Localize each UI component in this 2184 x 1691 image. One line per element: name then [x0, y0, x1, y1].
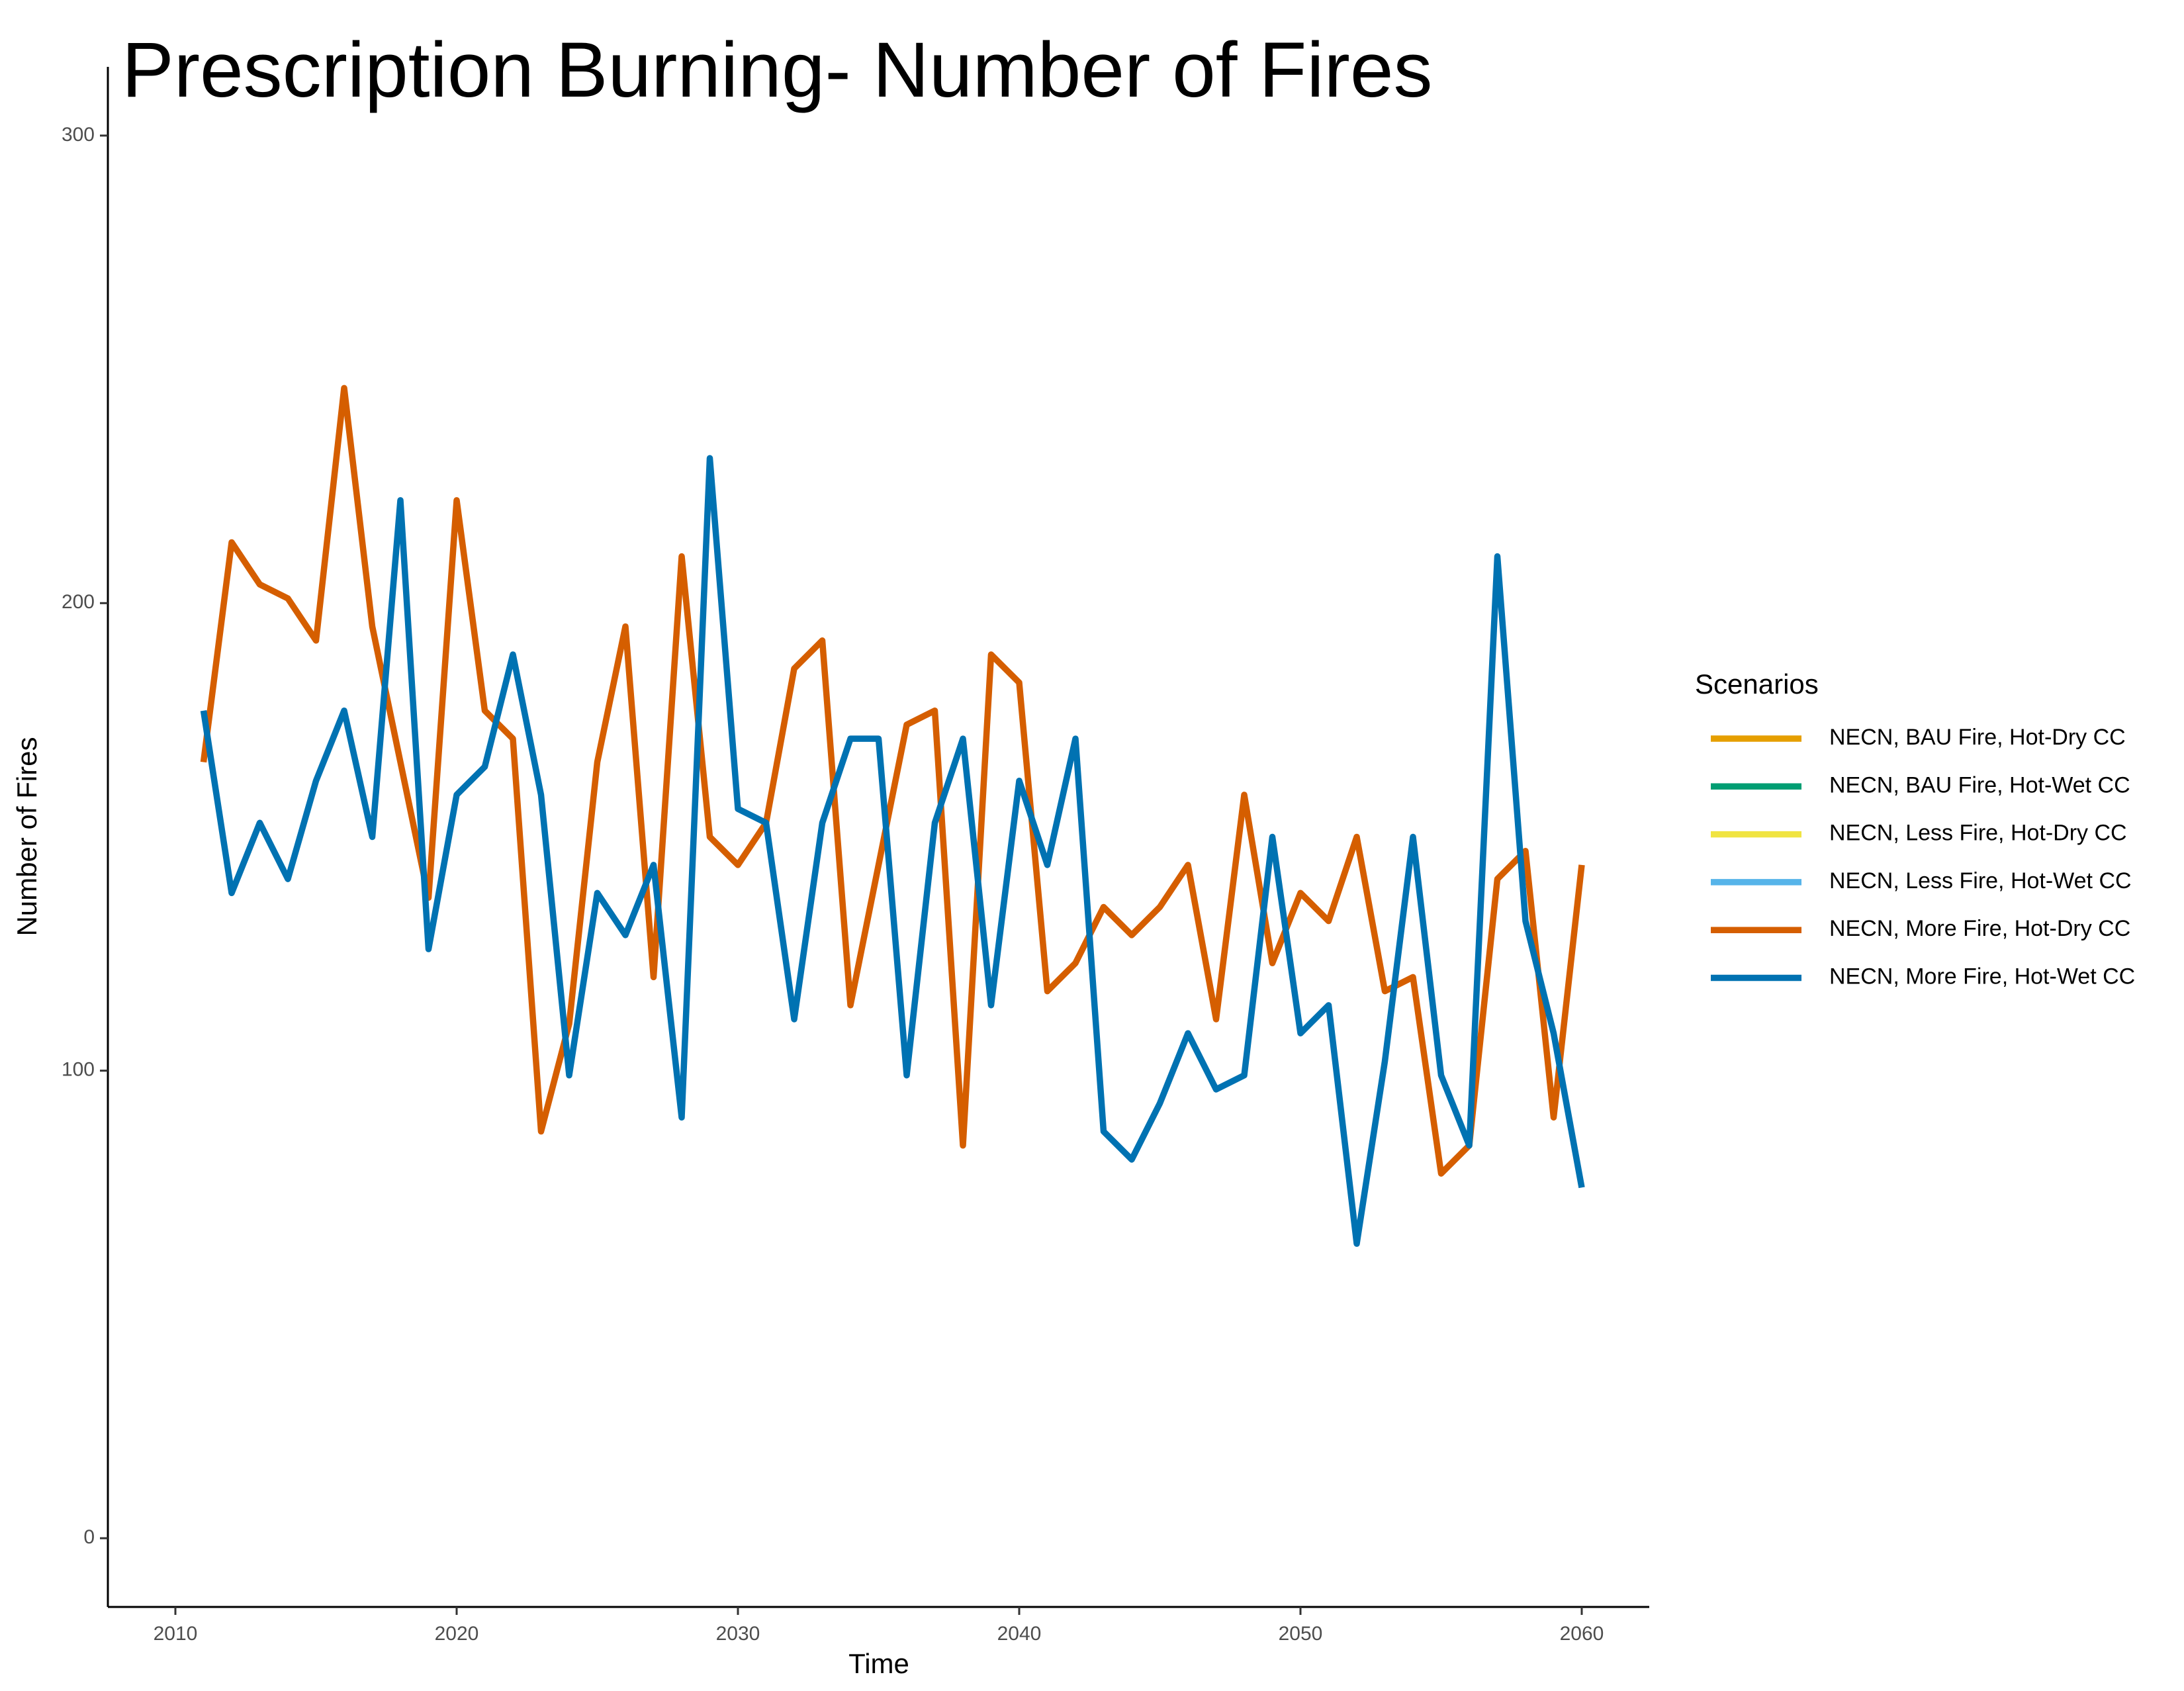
y-tick-label: 200	[62, 591, 95, 613]
x-axis-label: Time	[848, 1648, 909, 1679]
legend-label: NECN, Less Fire, Hot-Wet CC	[1829, 868, 2132, 893]
legend-label: NECN, More Fire, Hot-Dry CC	[1829, 916, 2130, 941]
x-tick-label: 2020	[435, 1623, 479, 1645]
x-tick-label: 2030	[716, 1623, 760, 1645]
legend-title: Scenarios	[1695, 668, 1819, 700]
legend-label: NECN, BAU Fire, Hot-Wet CC	[1829, 772, 2130, 798]
y-axis-label: Number of Fires	[11, 737, 42, 936]
legend-label: NECN, Less Fire, Hot-Dry CC	[1829, 821, 2127, 846]
legend-label: NECN, More Fire, Hot-Wet CC	[1829, 964, 2135, 989]
x-tick-label: 2060	[1560, 1623, 1604, 1645]
data-line	[200, 455, 1585, 1247]
y-tick-label: 300	[62, 124, 95, 146]
legend-label: NECN, BAU Fire, Hot-Dry CC	[1829, 725, 2126, 750]
x-tick-label: 2040	[997, 1623, 1042, 1645]
y-tick-label: 0	[83, 1526, 95, 1548]
chart-title: Prescription Burning- Number of Fires	[122, 26, 1432, 114]
x-tick-label: 2050	[1279, 1623, 1323, 1645]
data-line	[200, 385, 1585, 1177]
x-tick-label: 2010	[154, 1623, 198, 1645]
y-tick-label: 100	[62, 1059, 95, 1081]
